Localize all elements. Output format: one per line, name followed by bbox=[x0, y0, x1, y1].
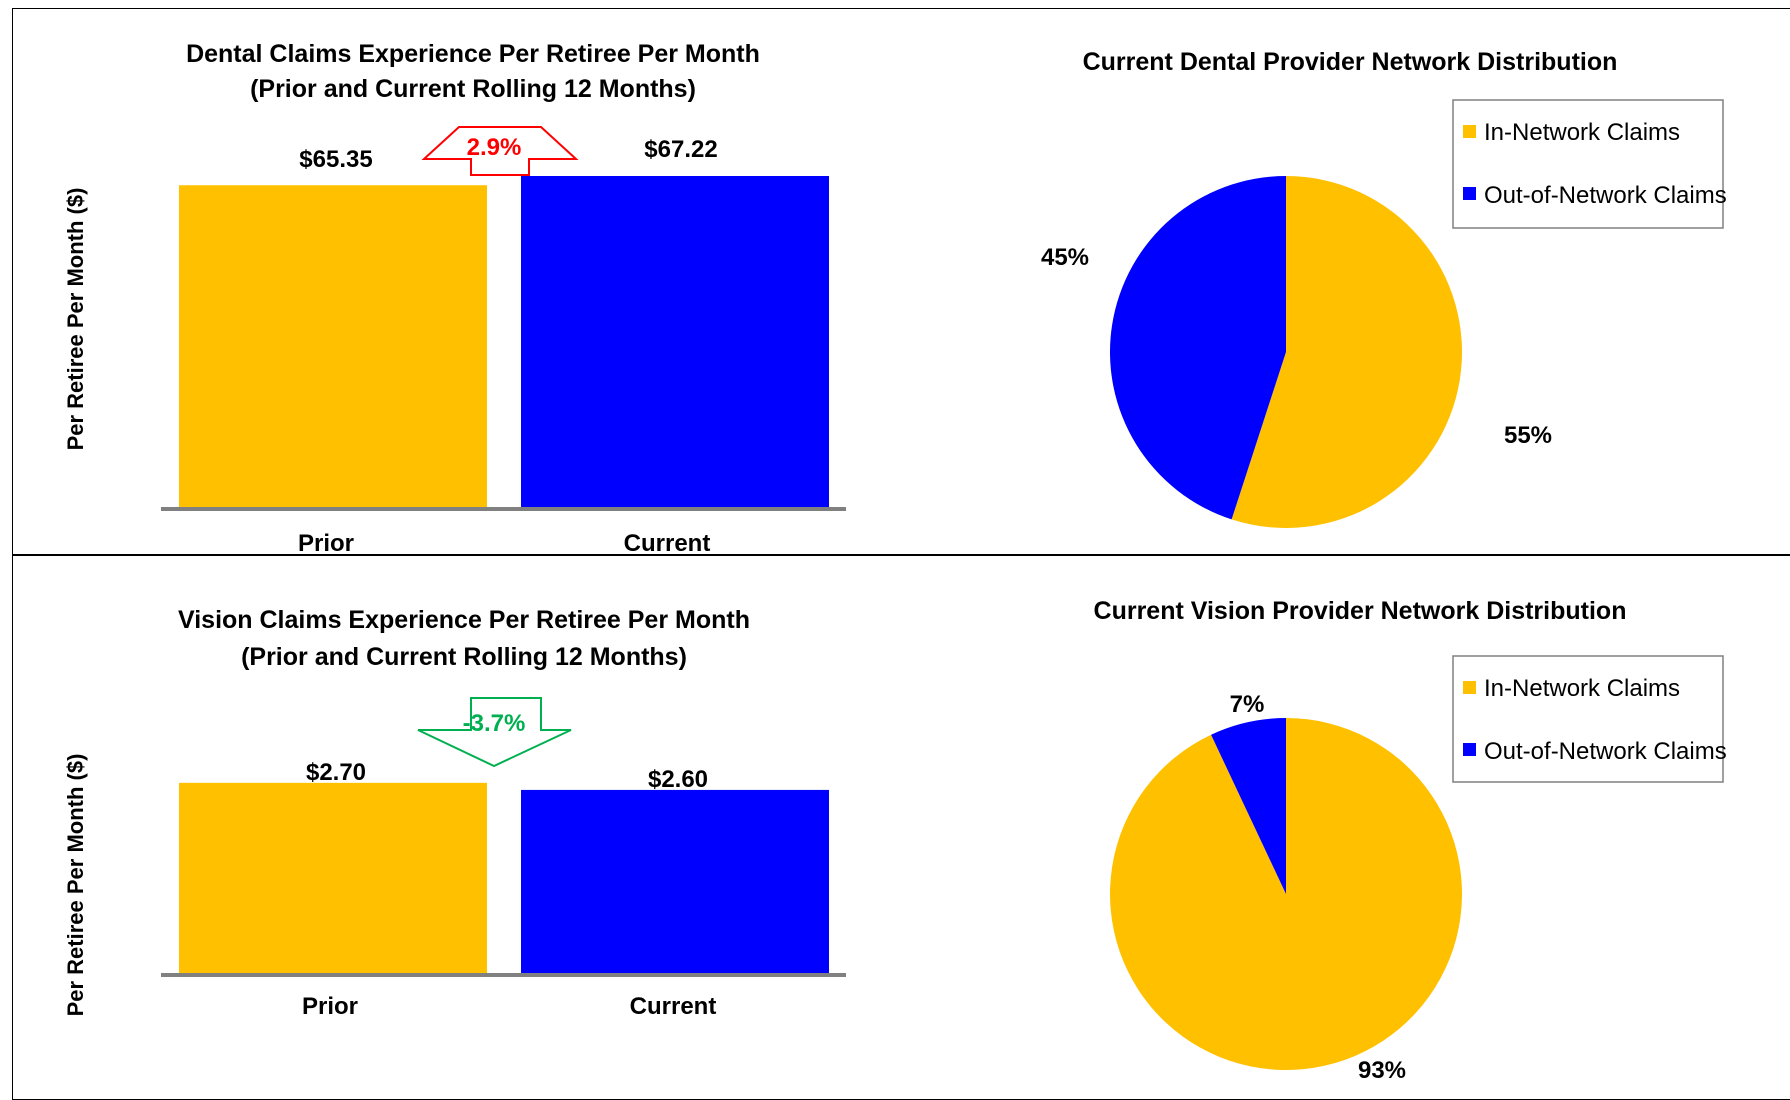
vision-legend-swatch-out bbox=[1463, 743, 1476, 756]
vision-pie-slice-out-of-network bbox=[1211, 718, 1286, 894]
vision-bar-chart: Vision Claims Experience Per Retiree Per… bbox=[63, 606, 846, 1020]
dental-pie-label-out: 45% bbox=[1041, 244, 1089, 271]
dental-legend-label-in: In-Network Claims bbox=[1484, 119, 1680, 146]
vision-pie-label-in: 93% bbox=[1358, 1057, 1406, 1084]
dental-legend-label-out: Out-of-Network Claims bbox=[1484, 182, 1727, 209]
dental-y-axis-label: Per Retiree Per Month ($) bbox=[63, 188, 88, 451]
vision-bar-title: Vision Claims Experience Per Retiree Per… bbox=[178, 606, 750, 634]
vision-pie-chart: Current Vision Provider Network Distribu… bbox=[1094, 597, 1727, 1084]
vision-change-label: -3.7% bbox=[463, 710, 526, 737]
vision-bar-subtitle: (Prior and Current Rolling 12 Months) bbox=[241, 643, 687, 671]
vision-legend: In-Network Claims Out-of-Network Claims bbox=[1452, 655, 1727, 783]
dental-pie-label-in: 55% bbox=[1504, 422, 1552, 449]
dental-category-current: Current bbox=[624, 530, 711, 557]
dental-bar-chart: Dental Claims Experience Per Retiree Per… bbox=[63, 40, 846, 557]
vision-y-axis-label: Per Retiree Per Month ($) bbox=[63, 754, 88, 1017]
dental-bars-group bbox=[179, 176, 829, 508]
dental-legend-swatch-in bbox=[1463, 125, 1476, 138]
dental-value-label-current: $67.22 bbox=[644, 136, 717, 163]
dental-bar-current bbox=[521, 176, 829, 508]
vision-pie-title: Current Vision Provider Network Distribu… bbox=[1094, 597, 1627, 625]
dental-legend: In-Network Claims Out-of-Network Claims bbox=[1452, 99, 1727, 229]
dental-change-label: 2.9% bbox=[467, 134, 522, 161]
vision-pie-slice-in-network bbox=[1110, 718, 1463, 1070]
vision-legend-box bbox=[1452, 655, 1724, 783]
vision-value-label-current: $2.60 bbox=[648, 766, 708, 793]
dental-bar-subtitle: (Prior and Current Rolling 12 Months) bbox=[250, 75, 696, 103]
vision-category-current: Current bbox=[630, 993, 717, 1020]
vision-value-label-prior: $2.70 bbox=[306, 759, 366, 786]
vision-legend-label-out: Out-of-Network Claims bbox=[1484, 738, 1727, 765]
dental-value-label-prior: $65.35 bbox=[299, 146, 372, 173]
vision-pie-slices bbox=[1110, 718, 1463, 1070]
dental-pie-slice-in-network bbox=[1231, 176, 1463, 528]
dental-bar-prior bbox=[179, 185, 487, 508]
dental-bar-title: Dental Claims Experience Per Retiree Per… bbox=[186, 40, 760, 68]
vision-pie-label-out: 7% bbox=[1230, 691, 1265, 718]
vision-legend-swatch-in bbox=[1463, 681, 1476, 694]
dental-pie-title: Current Dental Provider Network Distribu… bbox=[1083, 48, 1618, 76]
vision-bar-current bbox=[521, 789, 829, 974]
vision-legend-label-in: In-Network Claims bbox=[1484, 675, 1680, 702]
dental-pie-slices bbox=[1110, 176, 1463, 528]
dental-category-prior: Prior bbox=[298, 530, 354, 557]
dental-legend-swatch-out bbox=[1463, 187, 1476, 200]
vision-category-prior: Prior bbox=[302, 993, 358, 1020]
vision-bar-prior bbox=[179, 782, 487, 974]
dental-legend-box bbox=[1452, 99, 1724, 229]
vision-bars-group bbox=[179, 782, 829, 974]
dental-pie-chart: Current Dental Provider Network Distribu… bbox=[1041, 48, 1727, 528]
dental-change-up-arrow-icon bbox=[421, 126, 579, 176]
dental-pie-slice-out-of-network bbox=[1110, 176, 1286, 520]
vision-change-down-arrow-icon bbox=[417, 697, 572, 768]
